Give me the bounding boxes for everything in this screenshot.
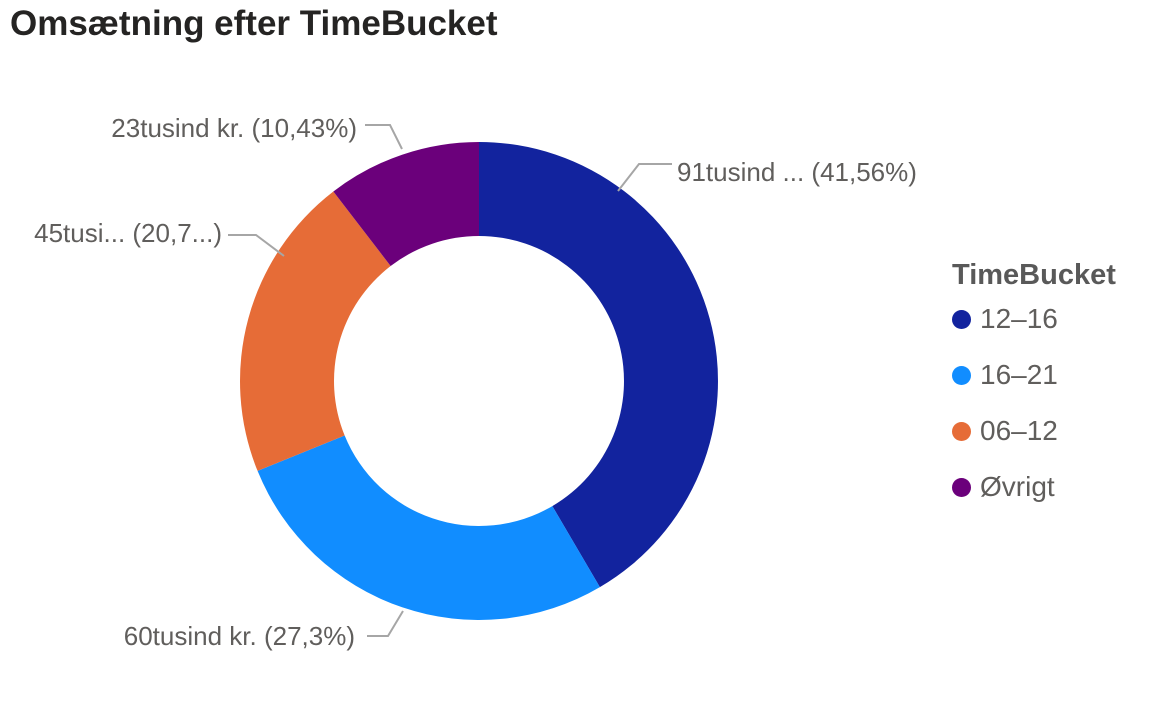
leader-lines: [228, 124, 672, 637]
chart-title: Omsætning efter TimeBucket: [10, 4, 498, 43]
legend-dot-icon: [952, 309, 971, 329]
donut-slice-06–12[interactable]: [240, 191, 391, 471]
leader-line-16-21: [367, 610, 404, 637]
leader-line-12-16: [617, 163, 672, 192]
legend-item-16-21[interactable]: 16–21: [952, 358, 1116, 392]
legend-item-label: 12–16: [980, 303, 1058, 334]
legend-item-06-12[interactable]: 06–12: [952, 414, 1116, 448]
data-label-12-16: 91tusind ... (41,56%): [677, 157, 917, 187]
legend-item-ovrigt[interactable]: Øvrigt: [952, 470, 1116, 504]
data-label-06-12: 45tusi... (20,7...): [34, 218, 222, 248]
legend: TimeBucket 12–16 16–21 06–12 Øvrigt: [952, 257, 1116, 526]
legend-item-label: 06–12: [980, 415, 1058, 446]
leader-line-ovrigt: [365, 124, 403, 150]
legend-item-label: 16–21: [980, 359, 1058, 390]
leader-line-06-12: [228, 234, 285, 257]
donut-slice-12–16[interactable]: [479, 142, 718, 588]
legend-item-label: Øvrigt: [980, 471, 1055, 502]
legend-item-12-16[interactable]: 12–16: [952, 302, 1116, 336]
legend-dot-icon: [952, 365, 971, 385]
donut-slice-Øvrigt[interactable]: [333, 142, 479, 267]
donut-slices: [240, 142, 718, 620]
data-label-16-21: 60tusind kr. (27,3%): [123, 621, 355, 651]
donut-slice-16–21[interactable]: [257, 435, 600, 620]
legend-dot-icon: [952, 421, 971, 441]
legend-dot-icon: [952, 477, 971, 497]
data-label-ovrigt: 23tusind kr. (10,43%): [111, 113, 357, 143]
legend-title: TimeBucket: [952, 259, 1116, 291]
